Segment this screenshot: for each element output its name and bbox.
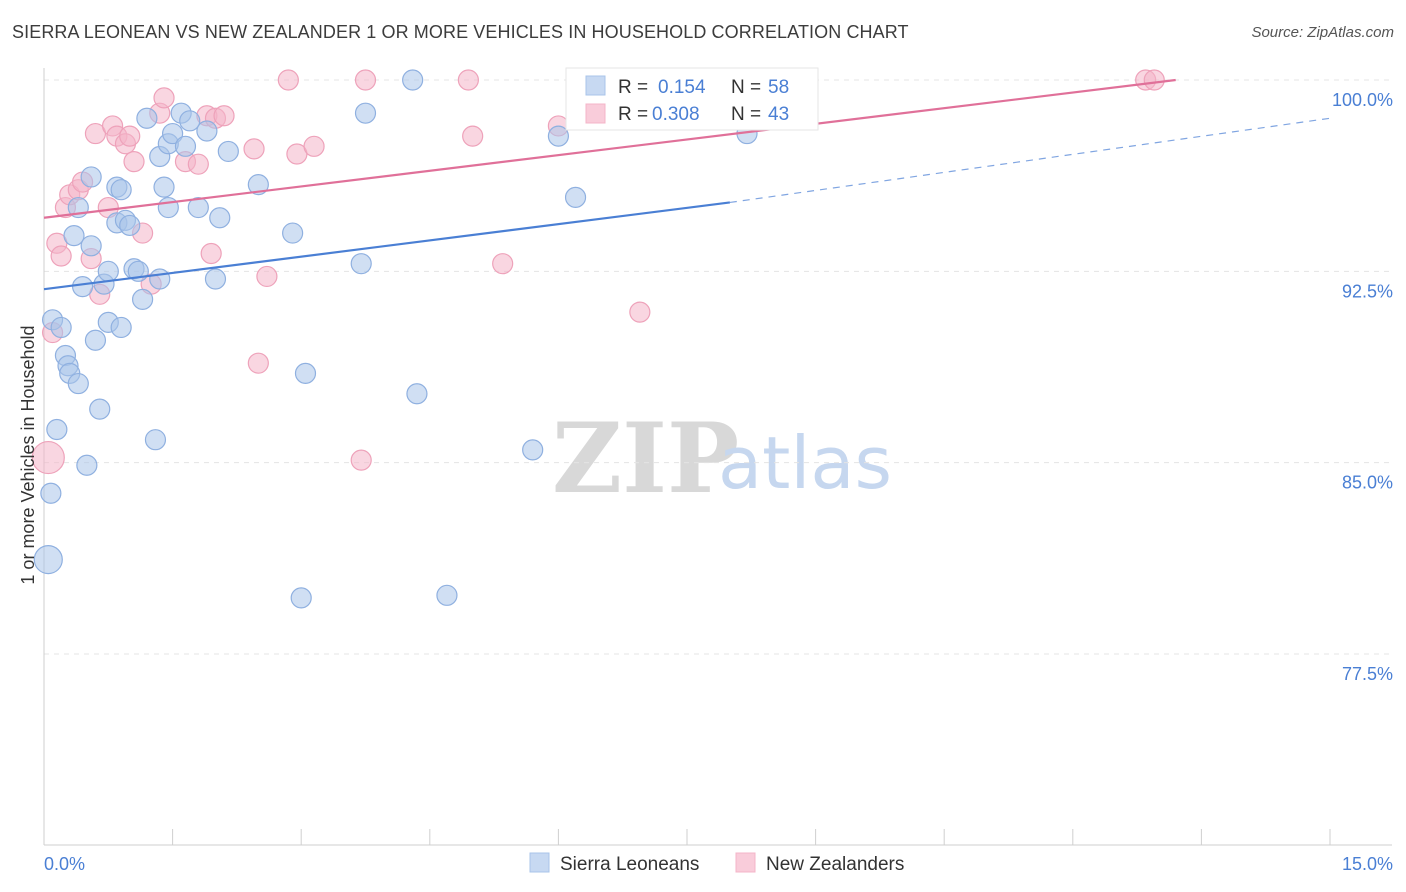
sierra-leonean-point [162, 122, 184, 145]
legend-top-frame [565, 67, 819, 131]
new-zealander-point [123, 151, 145, 173]
new-zealander-point [200, 242, 222, 265]
legend-swatch-blue [585, 75, 606, 96]
y-tick-label: 100.0% [1332, 90, 1393, 110]
chart-title: SIERRA LEONEAN VS NEW ZEALANDER 1 OR MOR… [12, 22, 909, 42]
sierra-leonean-point [97, 260, 119, 282]
sierra-leonean-point [80, 166, 102, 188]
x-tick-label-min: 0.0% [44, 854, 85, 874]
watermark-zip: ZIP [552, 402, 739, 515]
new-zealander-point [243, 138, 265, 160]
chart-source: Source: ZipAtlas.com [1251, 24, 1394, 41]
legend-n-value-2: 43 [768, 104, 789, 125]
sierra-leonean-point [110, 179, 132, 201]
sierra-leonean-point [204, 268, 227, 290]
new-zealander-point [492, 253, 514, 275]
new-zealander-point [213, 105, 235, 127]
new-zealander-trend-line [43, 78, 1176, 219]
sierra-leonean-point [89, 398, 111, 420]
legend-bottom-label-2: New Zealanders [766, 854, 904, 875]
x-tick-label-max: 15.0% [1342, 854, 1393, 874]
sierra-leonean-point [131, 288, 154, 310]
sierra-leonean-point [179, 110, 201, 132]
new-zealander-point [256, 265, 278, 288]
sierra-leonean-point [564, 186, 587, 208]
sierra-leonean-point [290, 587, 312, 609]
new-zealander-point [303, 135, 325, 157]
sierra-leonean-point [247, 173, 269, 196]
sierra-leonean-point [76, 454, 98, 476]
legend-r-value-2: 0.308 [652, 104, 700, 125]
new-zealander-point [354, 69, 377, 91]
sierra-leonean-trend-line [43, 201, 731, 291]
sierra-leonean-point [406, 383, 428, 405]
legend-r-label-1: R = [618, 77, 648, 98]
new-zealander-point [31, 440, 65, 475]
sierra-leonean-point [144, 429, 167, 451]
sierra-leonean-point [71, 276, 94, 298]
sierra-leonean-point [547, 125, 570, 147]
sierra-leonean-point [119, 214, 141, 237]
sierra-leonean-point [46, 418, 68, 441]
legend-r-value-1: 0.154 [658, 77, 706, 98]
sierra-leonean-point [354, 102, 377, 124]
trend-lines [43, 78, 1331, 291]
sierra-leonean-point [402, 69, 424, 91]
new-zealander-point [277, 69, 299, 91]
legend-n-label-2: N = [731, 104, 761, 125]
new-zealander-point [350, 449, 372, 471]
sierra-leonean-point [33, 545, 63, 575]
sierra-leonean-point [153, 176, 175, 198]
sierra-leonean-point [110, 316, 132, 339]
sierra-leonean-point [40, 482, 62, 504]
sierra-leonean-point [196, 120, 218, 142]
legend-swatch-pink [585, 103, 606, 124]
sierra-leonean-point [149, 268, 171, 290]
legend-bottom-swatch-pink [735, 852, 756, 873]
sierra-leonean-point [63, 225, 85, 247]
new-zealander-point [457, 69, 479, 91]
sierra-leonean-point [84, 329, 107, 351]
sierra-leonean-point [174, 135, 197, 157]
legend-n-value-1: 58 [768, 77, 789, 98]
sierra-leonean-point [80, 235, 102, 257]
y-tick-label: 85.0% [1342, 473, 1393, 493]
sierra-leonean-trend-extension [729, 117, 1331, 204]
legend-n-label-1: N = [731, 77, 761, 98]
sierra-leonean-point [187, 196, 209, 219]
legend-bottom-label-1: Sierra Leoneans [560, 854, 699, 875]
legend-bottom-swatch-blue [529, 852, 550, 873]
new-zealander-point [629, 301, 651, 323]
legend-r-label-2: R = [618, 104, 648, 125]
y-tick-label: 77.5% [1342, 664, 1393, 684]
new-zealander-point [1143, 69, 1165, 91]
sierra-leonean-point [50, 316, 72, 339]
gridlines [44, 79, 1392, 655]
sierra-leonean-point [294, 362, 317, 384]
legend-bottom: Sierra Leoneans New Zealanders [529, 852, 904, 875]
y-axis-title: 1 or more Vehicles in Household [18, 325, 38, 584]
legend-top: R = 0.154 N = 58 R = 0.308 N = 43 [565, 67, 819, 131]
new-zealander-point [187, 153, 209, 175]
sierra-leonean-point [157, 196, 179, 219]
sierra-leonean-point [136, 107, 158, 129]
new-zealander-point [50, 245, 72, 267]
sierra-leonean-point [282, 222, 304, 244]
new-zealander-point [153, 87, 175, 109]
data-points [31, 69, 1165, 609]
sierra-leonean-point [436, 584, 458, 606]
y-tick-label: 92.5% [1342, 281, 1393, 301]
sierra-leonean-point [217, 140, 239, 163]
new-zealander-point [247, 352, 269, 374]
sierra-leonean-point [209, 207, 231, 229]
sierra-leonean-point [67, 372, 89, 395]
sierra-leonean-point [522, 439, 544, 461]
tick-labels: 77.5% 85.0% 92.5% 100.0% 0.0% 15.0% [44, 90, 1393, 874]
new-zealander-point [119, 125, 141, 147]
sierra-leonean-point [350, 253, 372, 275]
new-zealander-point [462, 125, 484, 147]
